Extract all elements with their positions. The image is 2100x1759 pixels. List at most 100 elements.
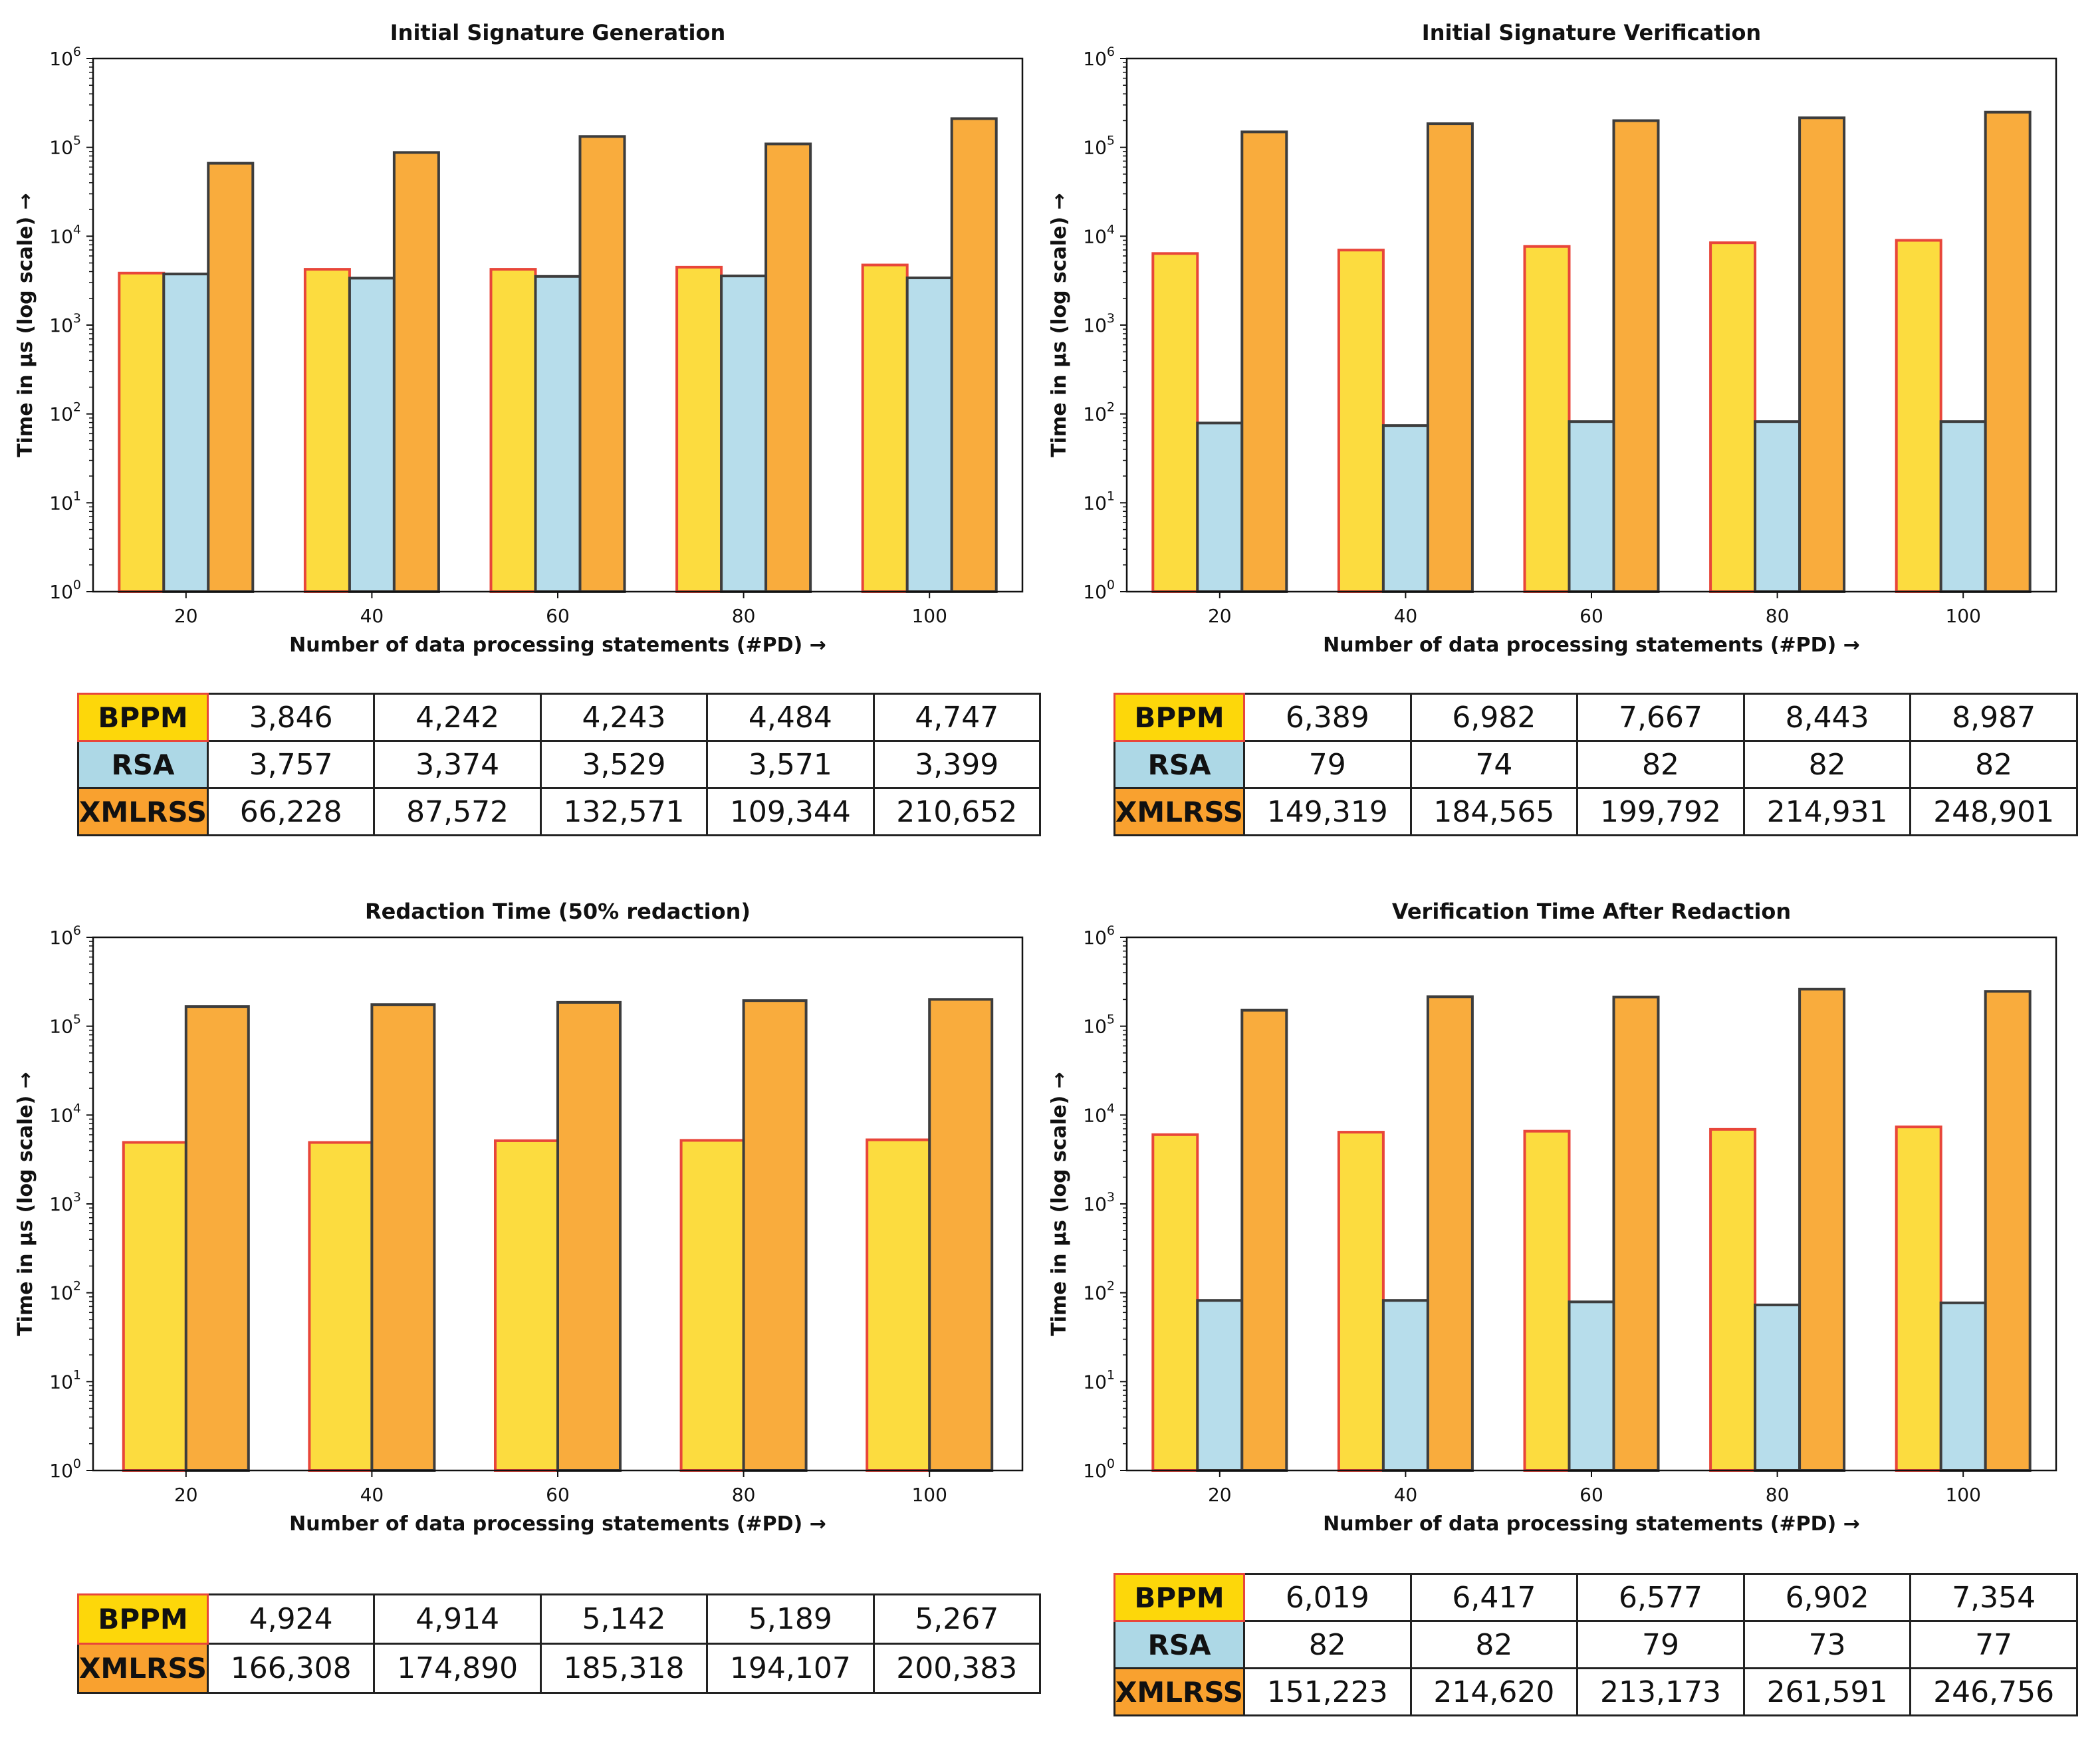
plot-frame bbox=[92, 57, 1024, 593]
table-cell: 8,443 bbox=[1742, 693, 1912, 742]
table-cell: 3,374 bbox=[373, 740, 542, 789]
x-axis-label: Number of data processing statements (#P… bbox=[1323, 634, 1860, 657]
row-label-rsa: RSA bbox=[1113, 740, 1245, 789]
bar-rsa-60 bbox=[534, 275, 582, 593]
row-label-bppm: BPPM bbox=[1113, 693, 1245, 742]
y-tick-label: 100 bbox=[49, 578, 81, 603]
bar-bppm-20 bbox=[118, 271, 166, 593]
bar-bppm-80 bbox=[679, 1139, 745, 1472]
table-cell: 214,931 bbox=[1742, 787, 1912, 836]
table-row-bppm: BPPM 6,019 6,417 6,577 6,902 7,354 bbox=[1113, 1573, 2078, 1622]
data-table-2: BPPM 6,389 6,982 7,667 8,443 8,987 RSA 79 74 82 82… bbox=[1113, 693, 2078, 836]
bar-bppm-20 bbox=[122, 1141, 187, 1472]
y-tick-label: 104 bbox=[49, 1101, 81, 1126]
bar-bppm-40 bbox=[308, 1141, 374, 1472]
table-cell: 6,389 bbox=[1243, 693, 1412, 742]
chart-4-verification-time-after-redaction: Verification Time After Redaction 100 101 1… bbox=[1048, 899, 2057, 1536]
x-tick-label: 80 bbox=[732, 1484, 756, 1506]
x-tick-label: 60 bbox=[546, 605, 570, 627]
bar-xmlrss-100 bbox=[928, 998, 994, 1472]
y-axis-label: Time in μs (log scale) → bbox=[1048, 1072, 1071, 1336]
table-cell: 248,901 bbox=[1909, 787, 2078, 836]
table-cell: 79 bbox=[1576, 1620, 1745, 1669]
bar-bppm-100 bbox=[866, 1138, 931, 1472]
table-cell: 4,914 bbox=[373, 1593, 542, 1645]
bar-rsa-100 bbox=[1939, 1301, 1987, 1472]
x-tick-label: 40 bbox=[1394, 1484, 1418, 1506]
table-cell: 4,242 bbox=[373, 693, 542, 742]
table-row-xmlrss: XMLRSS 166,308 174,890 185,318 194,107 200,38… bbox=[77, 1643, 1041, 1694]
table-cell: 184,565 bbox=[1409, 787, 1579, 836]
x-tick-label: 80 bbox=[732, 605, 756, 627]
bar-xmlrss-40 bbox=[370, 1003, 436, 1472]
chart-3-redaction-time-50-redaction: Redaction Time (50% redaction) 100 101 102 1… bbox=[14, 899, 1024, 1536]
bar-bppm-100 bbox=[1895, 1125, 1942, 1472]
data-table-1: BPPM 3,846 4,242 4,243 4,484 4,747 RSA 3,757 3,3… bbox=[77, 693, 1041, 836]
table-row-xmlrss: XMLRSS 149,319 184,565 199,792 214,931 248,90… bbox=[1113, 787, 2078, 836]
y-tick-label: 102 bbox=[1083, 400, 1115, 425]
x-tick-label: 100 bbox=[911, 605, 947, 627]
x-tick-label: 60 bbox=[1579, 605, 1603, 627]
table-cell: 73 bbox=[1742, 1620, 1912, 1669]
table-cell: 6,417 bbox=[1409, 1573, 1579, 1622]
y-tick-label: 100 bbox=[49, 1457, 81, 1482]
table-cell: 199,792 bbox=[1576, 787, 1745, 836]
x-tick-label: 80 bbox=[1766, 1484, 1790, 1506]
bar-rsa-20 bbox=[162, 273, 210, 593]
x-tick-label: 40 bbox=[360, 605, 384, 627]
bar-xmlrss-80 bbox=[742, 999, 808, 1472]
table-cell: 87,572 bbox=[373, 787, 542, 836]
table-cell: 82 bbox=[1576, 740, 1745, 789]
bar-xmlrss-60 bbox=[578, 135, 626, 593]
y-tick-label: 102 bbox=[49, 400, 81, 425]
table-cell: 185,318 bbox=[539, 1643, 709, 1694]
bar-xmlrss-20 bbox=[184, 1005, 250, 1472]
y-tick-label: 100 bbox=[1083, 578, 1115, 603]
bar-xmlrss-40 bbox=[1426, 122, 1474, 593]
table-cell: 3,529 bbox=[539, 740, 709, 789]
table-cell: 4,924 bbox=[206, 1593, 376, 1645]
y-tick-label: 103 bbox=[1083, 1190, 1115, 1215]
table-cell: 79 bbox=[1243, 740, 1412, 789]
y-tick-label: 104 bbox=[49, 222, 81, 247]
y-tick-label: 101 bbox=[49, 489, 81, 514]
table-cell: 6,577 bbox=[1576, 1573, 1745, 1622]
table-cell: 151,223 bbox=[1243, 1667, 1412, 1716]
chart-title: Initial Signature Verification bbox=[1422, 20, 1761, 45]
table-cell: 5,142 bbox=[539, 1593, 709, 1645]
bar-xmlrss-100 bbox=[1984, 110, 2032, 594]
x-axis-label: Number of data processing statements (#P… bbox=[289, 634, 826, 657]
table-cell: 74 bbox=[1409, 740, 1579, 789]
row-label-xmlrss: XMLRSS bbox=[77, 787, 209, 836]
x-tick-label: 100 bbox=[1945, 1484, 1980, 1506]
row-label-xmlrss: XMLRSS bbox=[1113, 1667, 1245, 1716]
y-tick-label: 100 bbox=[1083, 1457, 1115, 1482]
bar-bppm-40 bbox=[1337, 249, 1385, 593]
table-row-bppm: BPPM 4,924 4,914 5,142 5,189 5,267 bbox=[77, 1593, 1041, 1645]
x-tick-label: 20 bbox=[1208, 1484, 1232, 1506]
bar-bppm-60 bbox=[489, 268, 537, 593]
bar-bppm-100 bbox=[1895, 239, 1942, 593]
row-label-xmlrss: XMLRSS bbox=[1113, 787, 1245, 836]
table-cell: 7,354 bbox=[1909, 1573, 2078, 1622]
bar-rsa-60 bbox=[1568, 1300, 1615, 1472]
bar-xmlrss-80 bbox=[764, 142, 812, 593]
bar-rsa-100 bbox=[1939, 420, 1987, 594]
table-cell: 8,987 bbox=[1909, 693, 2078, 742]
y-tick-label: 105 bbox=[1083, 1012, 1115, 1038]
x-tick-label: 40 bbox=[360, 1484, 384, 1506]
bar-rsa-40 bbox=[1381, 1299, 1429, 1472]
bar-xmlrss-60 bbox=[556, 1000, 622, 1472]
x-tick-label: 80 bbox=[1766, 605, 1790, 627]
bar-bppm-80 bbox=[675, 265, 723, 593]
y-axis-label: Time in μs (log scale) → bbox=[14, 1072, 37, 1336]
x-axis-label: Number of data processing statements (#P… bbox=[289, 1512, 826, 1536]
bar-rsa-80 bbox=[1754, 420, 1802, 594]
table-cell: 5,189 bbox=[706, 1593, 875, 1645]
bar-bppm-60 bbox=[1523, 245, 1571, 593]
table-cell: 132,571 bbox=[539, 787, 709, 836]
y-tick-label: 101 bbox=[1083, 1367, 1115, 1393]
table-cell: 3,846 bbox=[206, 693, 376, 742]
table-cell: 7,667 bbox=[1576, 693, 1745, 742]
